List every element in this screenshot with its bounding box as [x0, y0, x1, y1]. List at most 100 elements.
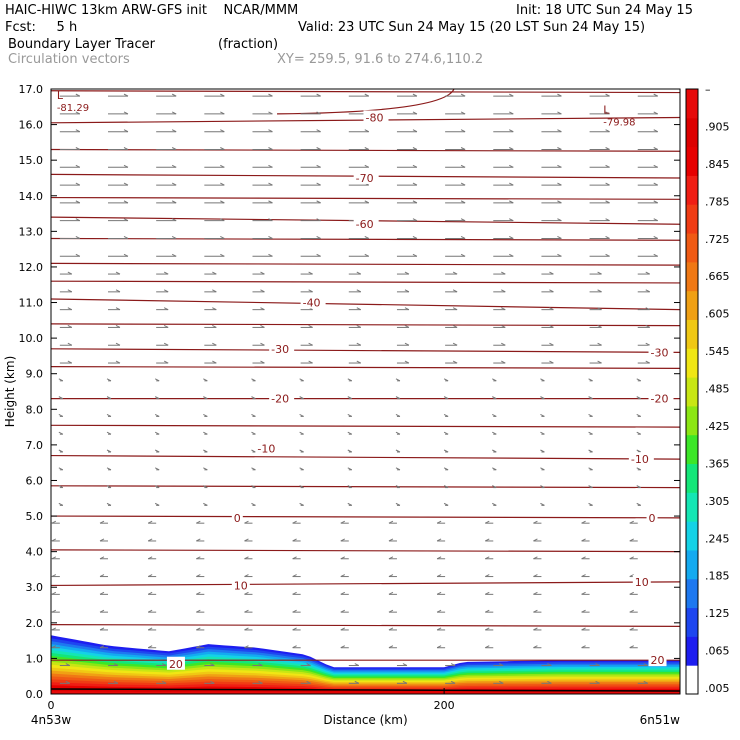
contour-label: 20 — [169, 658, 183, 671]
tracer-band — [51, 691, 680, 694]
vector-arrowhead — [203, 396, 208, 400]
vector-arrowhead — [51, 645, 57, 649]
y-tick-label: 3.0 — [26, 581, 44, 594]
colorbar-label: .425 — [705, 420, 730, 433]
vector-arrowhead — [220, 164, 225, 168]
vector-arrowhead — [557, 164, 562, 168]
vector-arrowhead — [492, 449, 497, 453]
vector-arrowhead — [412, 93, 418, 97]
vector-arrowhead — [106, 467, 112, 471]
vector-arrowhead — [171, 111, 177, 115]
vector-arrowhead — [67, 324, 73, 328]
vector-arrowhead — [581, 645, 586, 649]
vector-arrowhead — [347, 467, 353, 471]
contour-label-bg — [632, 574, 651, 588]
contour-label: -10 — [631, 453, 649, 466]
vector-arrowhead — [123, 111, 129, 115]
vector-arrowhead — [485, 609, 490, 613]
vector-arrowhead — [443, 396, 449, 400]
vector-arrowhead — [220, 147, 225, 150]
vector-arrowhead — [58, 485, 64, 489]
vector-arrowhead — [509, 218, 514, 222]
vector-arrowhead — [115, 360, 121, 364]
vector-arrowhead — [67, 307, 73, 311]
vector-arrowhead — [492, 485, 497, 489]
y-tick-label: 15.0 — [19, 154, 44, 167]
vector-arrowhead — [203, 502, 208, 506]
vector-arrowhead — [154, 378, 160, 382]
extremum-value: -79.98 — [603, 117, 635, 128]
vector-arrowhead — [147, 520, 153, 524]
vector-arrowhead — [115, 324, 121, 328]
vector-arrowhead — [540, 378, 545, 382]
vector-arrowhead — [549, 324, 554, 328]
colorbar-swatch — [686, 521, 698, 551]
vector-arrowhead — [364, 200, 370, 204]
vector-arrowhead — [75, 218, 81, 222]
vector-arrowhead — [629, 520, 634, 524]
vector-arrowhead — [450, 680, 456, 684]
vector-arrowhead — [443, 378, 449, 382]
vector-arrowhead — [67, 360, 73, 364]
vector-arrowhead — [356, 324, 362, 328]
vector-arrowhead — [404, 307, 410, 311]
contour-line — [50, 90, 681, 94]
forecast-line: Fcst: 5 h — [5, 20, 78, 35]
terrain-line — [50, 688, 681, 692]
vector-arrowhead — [268, 147, 273, 150]
colorbar-label: .065 — [705, 645, 730, 658]
vector-arrowhead — [509, 200, 514, 204]
vector-arrowhead — [244, 538, 249, 542]
contour-label-bg — [648, 345, 674, 359]
colorbar-label: .605 — [705, 308, 730, 321]
vector-arrowhead — [645, 324, 650, 328]
vector-arrowhead — [443, 467, 449, 471]
vector-arrowhead — [509, 147, 514, 150]
vector-arrowhead — [588, 467, 593, 471]
vector-arrowhead — [316, 253, 321, 257]
vector-arrowhead — [354, 663, 360, 666]
vector-arrowhead — [460, 253, 466, 257]
vector-arrowhead — [557, 253, 562, 257]
vector-arrowhead — [99, 591, 105, 595]
vector-arrowhead — [171, 147, 177, 150]
y-tick-label: 2.0 — [26, 617, 44, 630]
vector-arrowhead — [203, 467, 208, 471]
contour-label-bg — [648, 653, 667, 667]
vector-arrowhead — [161, 680, 167, 684]
vector-arrowhead — [347, 378, 353, 382]
vector-arrowhead — [636, 431, 641, 435]
vector-arrowhead — [154, 502, 160, 506]
vector-arrowhead — [629, 591, 634, 595]
vector-arrowhead — [492, 378, 497, 382]
vector-arrowhead — [412, 182, 418, 186]
vector-arrowhead — [388, 520, 394, 524]
vector-arrowhead — [436, 645, 442, 649]
vector-arrowhead — [452, 342, 458, 346]
vector-arrowhead — [75, 182, 81, 186]
vector-arrowhead — [251, 413, 256, 417]
contour-line — [50, 624, 681, 627]
vector-arrowhead — [485, 520, 490, 524]
colorbar-swatch — [686, 89, 698, 119]
vector-arrowhead — [395, 431, 401, 435]
contour-label-bg — [269, 341, 295, 355]
vector-arrowhead — [364, 93, 370, 97]
vector-arrowhead — [244, 591, 249, 595]
vector-arrowhead — [292, 574, 297, 578]
vector-arrowhead — [460, 129, 466, 133]
vector-arrowhead — [653, 147, 658, 150]
vector-arrowhead — [533, 556, 538, 560]
vector-arrowhead — [154, 449, 160, 453]
contour-line — [50, 549, 681, 553]
contour-line — [50, 424, 681, 428]
y-tick-label: 17.0 — [19, 83, 44, 96]
vector-arrowhead — [51, 609, 57, 613]
vector-arrowhead — [212, 360, 217, 364]
vector-arrowhead — [340, 556, 346, 560]
x-axis-label: Distance (km) — [323, 713, 407, 727]
vector-arrowhead — [196, 538, 201, 542]
vector-arrowhead — [147, 645, 153, 649]
vector-arrowhead — [306, 663, 311, 666]
vector-arrowhead — [65, 663, 71, 666]
